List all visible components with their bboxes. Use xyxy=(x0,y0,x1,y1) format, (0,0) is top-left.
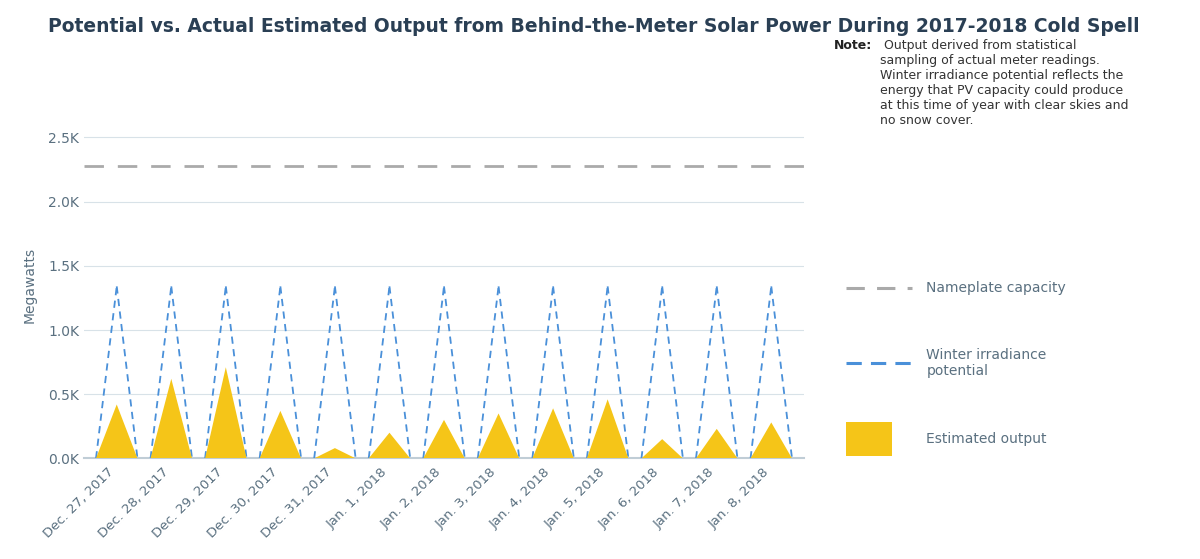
Text: Nameplate capacity: Nameplate capacity xyxy=(926,281,1066,295)
Text: Output derived from statistical
sampling of actual meter readings.
Winter irradi: Output derived from statistical sampling… xyxy=(880,39,1128,127)
Text: Potential vs. Actual Estimated Output from Behind-the-Meter Solar Power During 2: Potential vs. Actual Estimated Output fr… xyxy=(48,17,1140,36)
Polygon shape xyxy=(750,423,792,458)
Text: Winter irradiance
potential: Winter irradiance potential xyxy=(926,348,1046,378)
Text: Note:: Note: xyxy=(834,39,872,52)
Polygon shape xyxy=(587,399,629,458)
Polygon shape xyxy=(642,439,683,458)
Polygon shape xyxy=(259,411,301,458)
Polygon shape xyxy=(368,433,410,458)
Text: Estimated output: Estimated output xyxy=(926,432,1046,446)
Polygon shape xyxy=(696,429,738,458)
Polygon shape xyxy=(205,367,246,458)
Polygon shape xyxy=(478,414,520,458)
Polygon shape xyxy=(150,379,192,458)
Polygon shape xyxy=(314,448,355,458)
Polygon shape xyxy=(96,405,138,458)
Polygon shape xyxy=(533,408,574,458)
Y-axis label: Megawatts: Megawatts xyxy=(23,247,37,323)
Polygon shape xyxy=(424,420,464,458)
